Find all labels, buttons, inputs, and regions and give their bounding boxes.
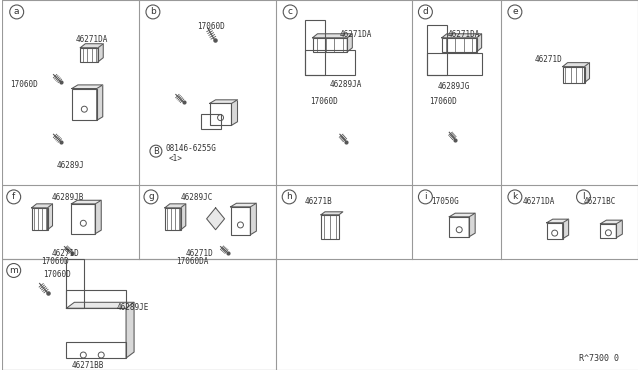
Text: 46271DA: 46271DA — [447, 30, 479, 39]
Text: d: d — [422, 7, 428, 16]
Bar — [563, 67, 584, 83]
Polygon shape — [321, 212, 343, 215]
Text: 46289JE: 46289JE — [116, 303, 148, 312]
Bar — [81, 48, 99, 62]
Polygon shape — [250, 203, 257, 235]
Bar — [165, 208, 180, 230]
Polygon shape — [207, 208, 225, 230]
Polygon shape — [180, 204, 186, 230]
Bar — [67, 291, 126, 308]
Text: 17060D: 17060D — [10, 80, 38, 89]
Text: b: b — [150, 7, 156, 16]
Text: 17060D: 17060D — [42, 257, 69, 266]
Bar — [449, 217, 469, 237]
Polygon shape — [616, 220, 622, 238]
Text: 17060DA: 17060DA — [176, 257, 208, 266]
Text: 46289JC: 46289JC — [180, 193, 213, 202]
Text: f: f — [12, 192, 15, 201]
Polygon shape — [449, 213, 475, 217]
Bar — [600, 224, 616, 238]
Text: h: h — [286, 192, 292, 201]
Polygon shape — [348, 34, 352, 52]
Polygon shape — [210, 100, 237, 103]
Text: R^7300 0: R^7300 0 — [579, 354, 618, 363]
Bar — [547, 223, 563, 239]
Text: a: a — [14, 7, 19, 16]
Polygon shape — [547, 219, 568, 223]
Text: k: k — [512, 192, 518, 201]
Text: 46271B: 46271B — [305, 197, 333, 206]
Polygon shape — [72, 200, 101, 204]
Text: 17060D: 17060D — [44, 270, 71, 279]
Text: 46271BB: 46271BB — [72, 361, 104, 370]
Text: 17060D: 17060D — [429, 97, 457, 106]
Bar — [312, 38, 348, 52]
Polygon shape — [72, 85, 102, 89]
Polygon shape — [81, 44, 103, 48]
Bar — [72, 204, 95, 234]
Polygon shape — [126, 302, 134, 358]
Text: i: i — [424, 192, 427, 201]
Bar — [428, 25, 447, 74]
Text: 17060D: 17060D — [310, 97, 338, 106]
Polygon shape — [99, 44, 103, 62]
Polygon shape — [563, 62, 589, 67]
Bar — [230, 207, 250, 235]
Text: 46271D: 46271D — [186, 248, 214, 257]
Bar — [72, 89, 97, 120]
Text: 46271D: 46271D — [535, 55, 563, 64]
Text: <1>: <1> — [169, 154, 183, 163]
Text: 46271BC: 46271BC — [584, 197, 616, 206]
Text: e: e — [512, 7, 518, 16]
Polygon shape — [97, 85, 102, 120]
Bar — [67, 259, 84, 308]
Text: m: m — [10, 266, 18, 275]
Text: 46271D: 46271D — [51, 248, 79, 257]
Text: 17060D: 17060D — [196, 22, 225, 31]
Polygon shape — [469, 213, 475, 237]
Text: 46271DA: 46271DA — [523, 197, 556, 206]
Bar — [67, 342, 126, 358]
Polygon shape — [31, 204, 52, 208]
Text: c: c — [287, 7, 292, 16]
Bar — [428, 53, 482, 74]
Polygon shape — [563, 219, 568, 239]
Polygon shape — [230, 203, 257, 207]
Bar — [321, 215, 339, 239]
Text: 46271DA: 46271DA — [340, 30, 372, 39]
Polygon shape — [47, 204, 52, 230]
Polygon shape — [600, 220, 622, 224]
Text: 46289JB: 46289JB — [51, 193, 84, 202]
Polygon shape — [477, 34, 481, 52]
Polygon shape — [312, 34, 352, 38]
Polygon shape — [95, 200, 101, 234]
Bar — [305, 20, 325, 74]
Polygon shape — [584, 62, 589, 83]
Bar — [31, 208, 47, 230]
Polygon shape — [442, 34, 481, 38]
Text: 46289JA: 46289JA — [330, 80, 362, 89]
Text: 08146-6255G: 08146-6255G — [166, 144, 217, 153]
Polygon shape — [232, 100, 237, 125]
Text: 46271DA: 46271DA — [76, 35, 108, 44]
Bar — [201, 114, 221, 129]
Text: g: g — [148, 192, 154, 201]
Bar — [210, 103, 232, 125]
Text: l: l — [582, 192, 585, 201]
Text: B: B — [153, 147, 159, 155]
Text: 46289J: 46289J — [56, 161, 84, 170]
Text: 17050G: 17050G — [431, 197, 459, 206]
Bar — [305, 50, 355, 74]
Polygon shape — [67, 302, 134, 308]
Bar — [442, 38, 477, 52]
Text: 46289JG: 46289JG — [437, 81, 470, 90]
Polygon shape — [165, 204, 186, 208]
